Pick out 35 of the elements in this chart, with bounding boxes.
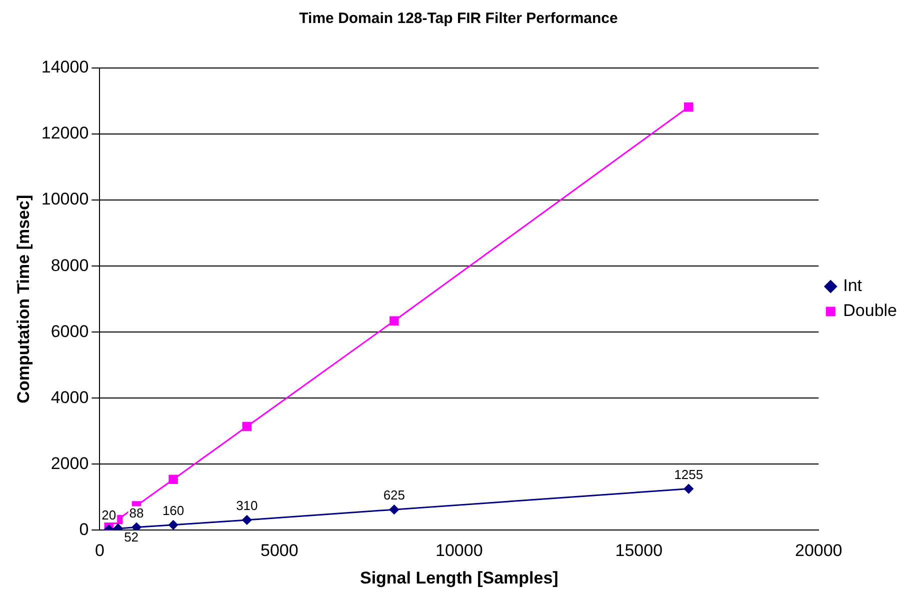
- x-tick-label: 0: [94, 541, 104, 560]
- y-tick-label: 0: [79, 520, 89, 539]
- legend-label: Int: [843, 276, 862, 296]
- data-label: 1255: [674, 466, 704, 482]
- x-axis-title: Signal Length [Samples]: [360, 568, 558, 588]
- y-tick-label: 8000: [50, 256, 89, 275]
- x-tick-label: 10000: [436, 541, 483, 560]
- point: [684, 484, 694, 494]
- y-tick-label: 14000: [41, 58, 89, 77]
- x-tick-label: 20000: [794, 541, 842, 560]
- point: [113, 524, 123, 530]
- data-label: 160: [162, 502, 184, 518]
- point: [390, 316, 399, 326]
- point: [389, 504, 399, 514]
- y-tick-label: 2000: [50, 454, 89, 473]
- y-tick-label: 10000: [41, 190, 89, 209]
- point: [242, 515, 252, 525]
- chart-title: Time Domain 128-Tap FIR Filter Performance: [299, 10, 618, 28]
- point: [132, 522, 142, 530]
- y-tick-label: 4000: [50, 388, 89, 407]
- legend-label: Double: [843, 301, 898, 320]
- data-label: 88: [129, 505, 144, 520]
- data-label: 52: [124, 530, 139, 545]
- data-label: 625: [383, 488, 406, 503]
- x-tick-label: 15000: [615, 541, 663, 560]
- x-tick-label: 5000: [260, 541, 298, 560]
- data-label: 310: [236, 498, 258, 514]
- point: [684, 102, 694, 112]
- y-tick-label: 12000: [41, 124, 89, 143]
- point: [168, 474, 178, 484]
- y-tick-label: 6000: [50, 322, 89, 341]
- point: [242, 422, 252, 432]
- data-label: 20: [102, 508, 116, 523]
- point: [168, 520, 178, 530]
- y-axis-title: Computation Time [msec]: [14, 194, 33, 404]
